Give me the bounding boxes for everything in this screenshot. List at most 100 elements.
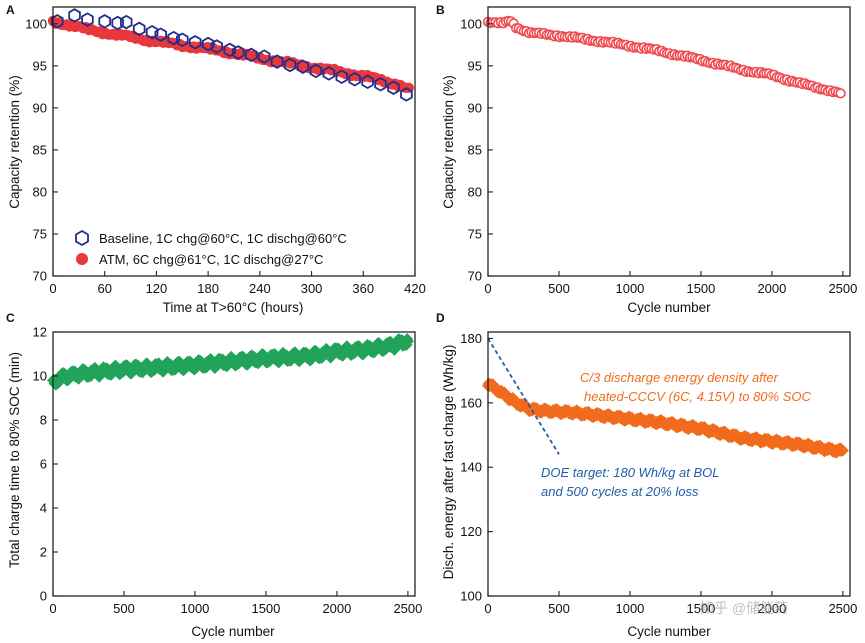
panel-d-xtick-label: 0: [484, 601, 491, 616]
baseline-point: [361, 74, 374, 90]
panel-d-ytick-label: 160: [460, 395, 482, 410]
baseline-point: [98, 14, 111, 29]
charge-time-point: [401, 335, 414, 348]
watermark: 知乎 @储能药: [700, 600, 788, 616]
panel-c-ytick-label: 8: [40, 413, 47, 428]
panel-c-ytick-label: 12: [33, 325, 47, 340]
panel-c-ylabel: Total charge time to 80% SOC (min): [7, 352, 22, 568]
panel-c: C 0 500 1000 1500 2000 2500 0 2 4 6 8 10 12 Cycle nu…: [6, 311, 422, 639]
panel-a-ytick-label: 100: [25, 16, 47, 31]
baseline-point: [201, 36, 215, 52]
baseline-point: [145, 24, 159, 40]
panel-a-xtick-label: 420: [404, 281, 426, 296]
panel-b-ytick-label: 90: [468, 100, 482, 115]
panel-b-xtick-label: 500: [548, 281, 570, 296]
panel-d: D 0 500 1000 1500 2000 2500 100 120 140 160 180 Cy…: [436, 311, 857, 639]
cycling-point: [835, 88, 846, 99]
panel-a-ytick-label: 85: [33, 142, 47, 157]
panel-b-ylabel: Capacity retention (%): [441, 75, 456, 209]
baseline-point: [283, 57, 297, 73]
panel-c-xlabel: Cycle number: [191, 624, 275, 639]
baseline-point: [223, 42, 237, 58]
panel-b-frame: [487, 6, 851, 277]
panel-a-xtick-label: 60: [97, 281, 111, 296]
energy-annotation-line1: C/3 discharge energy density after: [580, 370, 779, 385]
panel-b-xtick-label: 2000: [757, 281, 786, 296]
baseline-point: [188, 35, 202, 50]
panel-a-frame: [52, 6, 416, 277]
panel-a-legend: Baseline, 1C chg@60°C, 1C dischg@60°C AT…: [75, 229, 347, 267]
panel-c-xtick-label: 0: [49, 601, 56, 616]
panel-c-ytick-label: 10: [33, 369, 47, 384]
baseline-point: [81, 12, 94, 27]
panel-a-label: A: [6, 3, 15, 17]
panel-b-ytick-label: 95: [468, 58, 482, 73]
panel-d-ylabel: Disch. energy after fast charge (Wh/kg): [441, 345, 456, 580]
panel-d-plot: 0 500 1000 1500 2000 2500 100 120 140 160 180: [460, 331, 857, 616]
panel-b-label: B: [436, 3, 445, 17]
baseline-point: [309, 63, 323, 79]
baseline-point: [322, 66, 336, 81]
legend-baseline-marker: [75, 229, 89, 247]
panel-a-xtick-label: 240: [249, 281, 271, 296]
doe-annotation-line1: DOE target: 180 Wh/kg at BOL: [541, 465, 719, 480]
baseline-point: [132, 21, 146, 37]
panel-b-xtick-label: 0: [484, 281, 491, 296]
baseline-point: [244, 47, 258, 63]
panel-b-ytick-label: 70: [468, 269, 482, 284]
panel-c-ytick-label: 4: [40, 501, 47, 516]
panel-b-xtick-label: 2500: [828, 281, 857, 296]
energy-point: [836, 444, 849, 457]
panel-a: A 0 60 120 180 240 300 360 420 70 75 80 85 90 95 100 T…: [6, 3, 426, 315]
legend-atm-label: ATM, 6C chg@61°C, 1C dischg@27°C: [99, 252, 323, 267]
baseline-point: [175, 32, 189, 48]
panel-a-xlabel: Time at T>60°C (hours): [163, 300, 304, 315]
panel-a-plot: 0 60 120 180 240 300 360 420 70 75 80 85 90 95 100: [25, 6, 426, 296]
panel-b-ytick-label: 100: [460, 16, 482, 31]
panel-a-ytick-label: 90: [33, 100, 47, 115]
legend-atm-marker: [76, 253, 88, 265]
baseline-point: [111, 15, 124, 31]
baseline-point: [348, 72, 361, 87]
baseline-point: [154, 27, 168, 42]
panel-a-ytick-label: 70: [33, 269, 47, 284]
panel-c-ytick-label: 0: [40, 589, 47, 604]
baseline-point: [68, 8, 81, 23]
panel-b-xtick-label: 1000: [615, 281, 644, 296]
panel-b-xlabel: Cycle number: [627, 300, 711, 315]
doe-annotation-line2: and 500 cycles at 20% loss: [541, 484, 699, 499]
panel-c-label: C: [6, 311, 15, 325]
panel-d-xtick-label: 500: [548, 601, 570, 616]
panel-d-ytick-label: 120: [460, 524, 482, 539]
baseline-point: [270, 54, 284, 69]
baseline-point: [51, 14, 64, 29]
panel-d-xtick-label: 2000: [757, 601, 786, 616]
baseline-point: [296, 59, 310, 74]
panel-b-ytick-label: 80: [468, 184, 482, 199]
panel-d-xtick-label: 2500: [828, 601, 857, 616]
baseline-point: [257, 49, 271, 64]
panel-b-xtick-label: 1500: [686, 281, 715, 296]
panel-c-xtick-label: 1500: [251, 601, 280, 616]
panel-c-ytick-label: 6: [40, 457, 47, 472]
panel-c-xtick-label: 500: [113, 601, 135, 616]
panel-d-xtick-label: 1500: [686, 601, 715, 616]
panel-a-xtick-label: 300: [301, 281, 323, 296]
baseline-point: [387, 80, 400, 95]
panel-c-xtick-label: 1000: [180, 601, 209, 616]
panel-c-plot: 0 500 1000 1500 2000 2500 0 2 4 6 8 10 12: [33, 325, 423, 617]
panel-a-ylabel: Capacity retention (%): [7, 75, 22, 209]
panel-b-ytick-label: 75: [468, 226, 482, 241]
energy-annotation-line2: heated-CCCV (6C, 4.15V) to 80% SOC: [584, 389, 811, 404]
baseline-point: [231, 45, 245, 60]
panel-a-xtick-label: 0: [49, 281, 56, 296]
panel-a-ytick-label: 95: [33, 58, 47, 73]
panel-d-xtick-label: 1000: [615, 601, 644, 616]
panel-d-ytick-label: 100: [460, 589, 482, 604]
baseline-point: [210, 39, 224, 54]
panel-a-ytick-label: 75: [33, 226, 47, 241]
panel-d-xlabel: Cycle number: [627, 624, 711, 639]
legend-baseline-label: Baseline, 1C chg@60°C, 1C dischg@60°C: [99, 231, 347, 246]
panel-d-ytick-label: 180: [460, 331, 482, 346]
